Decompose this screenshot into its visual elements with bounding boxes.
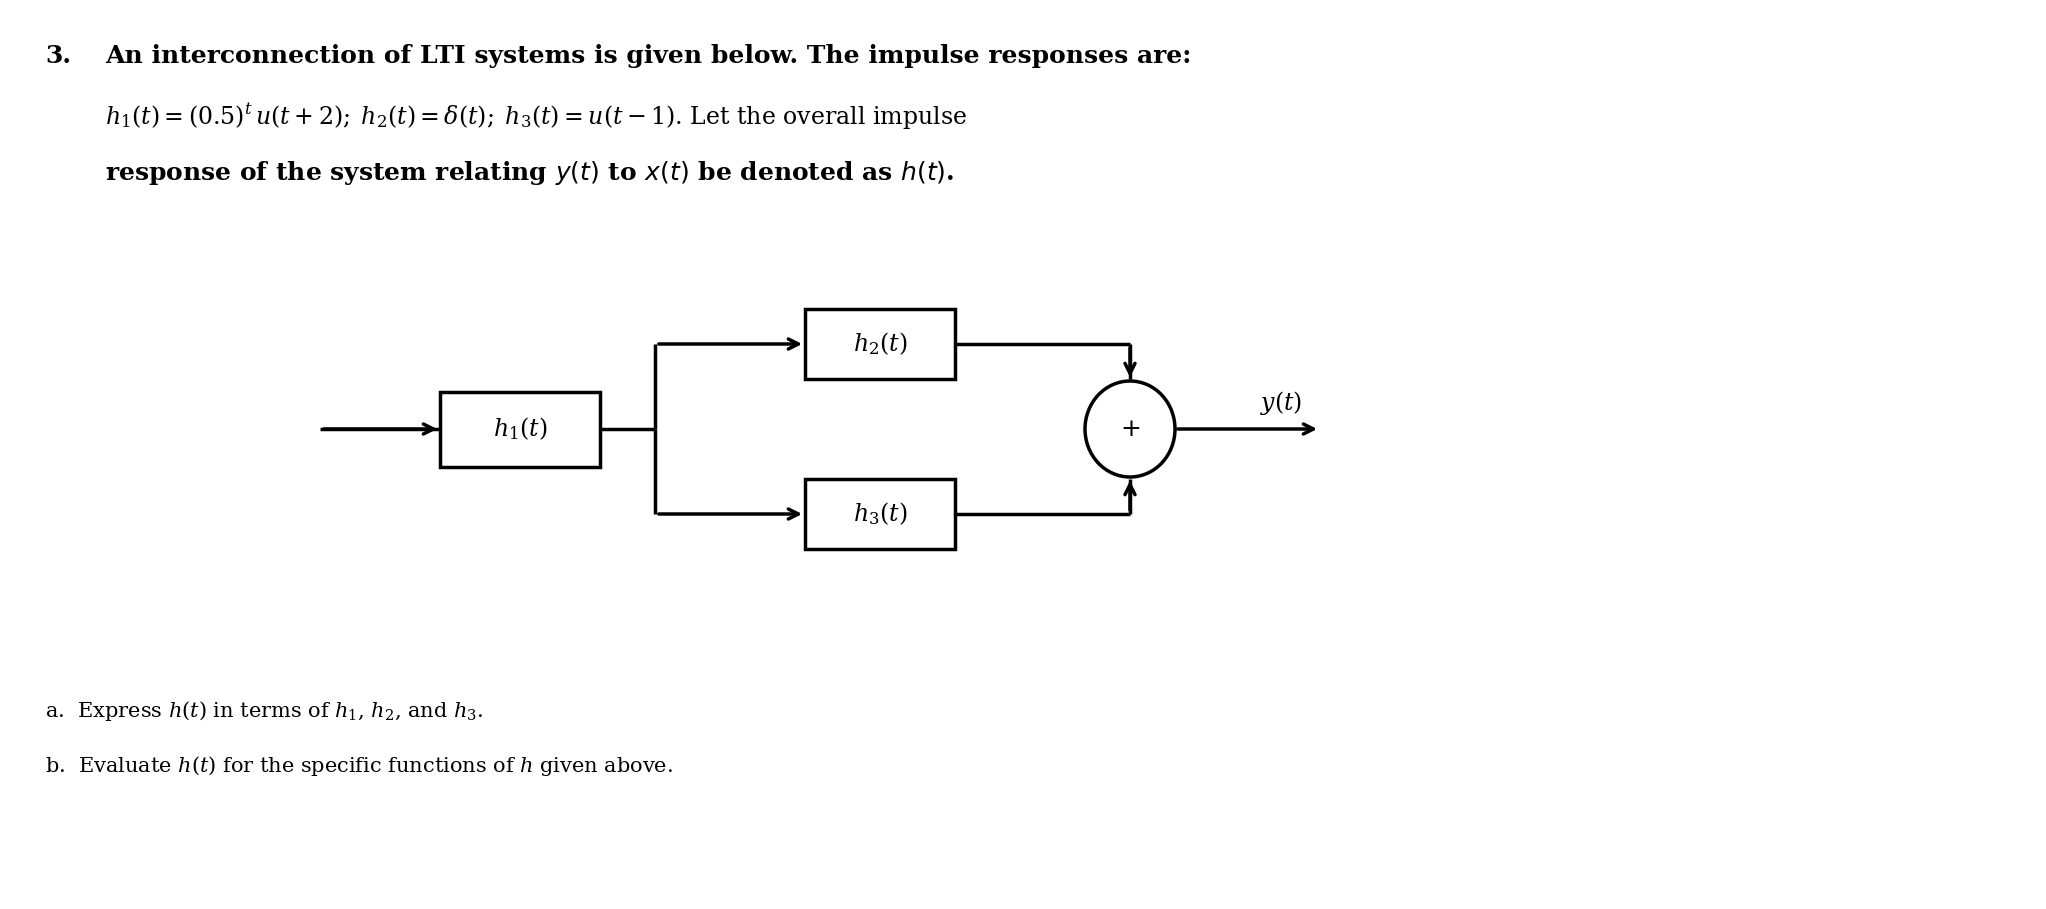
Text: a.  Express $h(t)$ in terms of $h_1$, $h_2$, and $h_3$.: a. Express $h(t)$ in terms of $h_1$, $h_… bbox=[45, 699, 483, 723]
Text: response of the system relating $y(t)$ to $x(t)$ be denoted as $h(t)$.: response of the system relating $y(t)$ t… bbox=[104, 159, 953, 187]
Bar bbox=[440, 392, 599, 466]
Bar bbox=[804, 479, 955, 549]
Text: $h_1(t) = (0.5)^t\, u(t+2);\; h_2(t) = \delta(t);\; h_3(t) = u(t-1)$. Let the ov: $h_1(t) = (0.5)^t\, u(t+2);\; h_2(t) = \… bbox=[104, 101, 968, 131]
Text: 3.: 3. bbox=[45, 44, 72, 68]
Text: $h_1(t)$: $h_1(t)$ bbox=[493, 415, 546, 443]
Text: $+$: $+$ bbox=[1119, 417, 1140, 441]
Text: b.  Evaluate $h(t)$ for the specific functions of $h$ given above.: b. Evaluate $h(t)$ for the specific func… bbox=[45, 754, 673, 778]
Text: $y(t)$: $y(t)$ bbox=[1260, 389, 1303, 417]
Text: An interconnection of LTI systems is given below. The impulse responses are:: An interconnection of LTI systems is giv… bbox=[104, 44, 1191, 68]
Text: $h_3(t)$: $h_3(t)$ bbox=[853, 501, 906, 527]
Bar bbox=[804, 309, 955, 379]
Ellipse shape bbox=[1084, 381, 1174, 477]
Text: $h_2(t)$: $h_2(t)$ bbox=[853, 331, 906, 357]
